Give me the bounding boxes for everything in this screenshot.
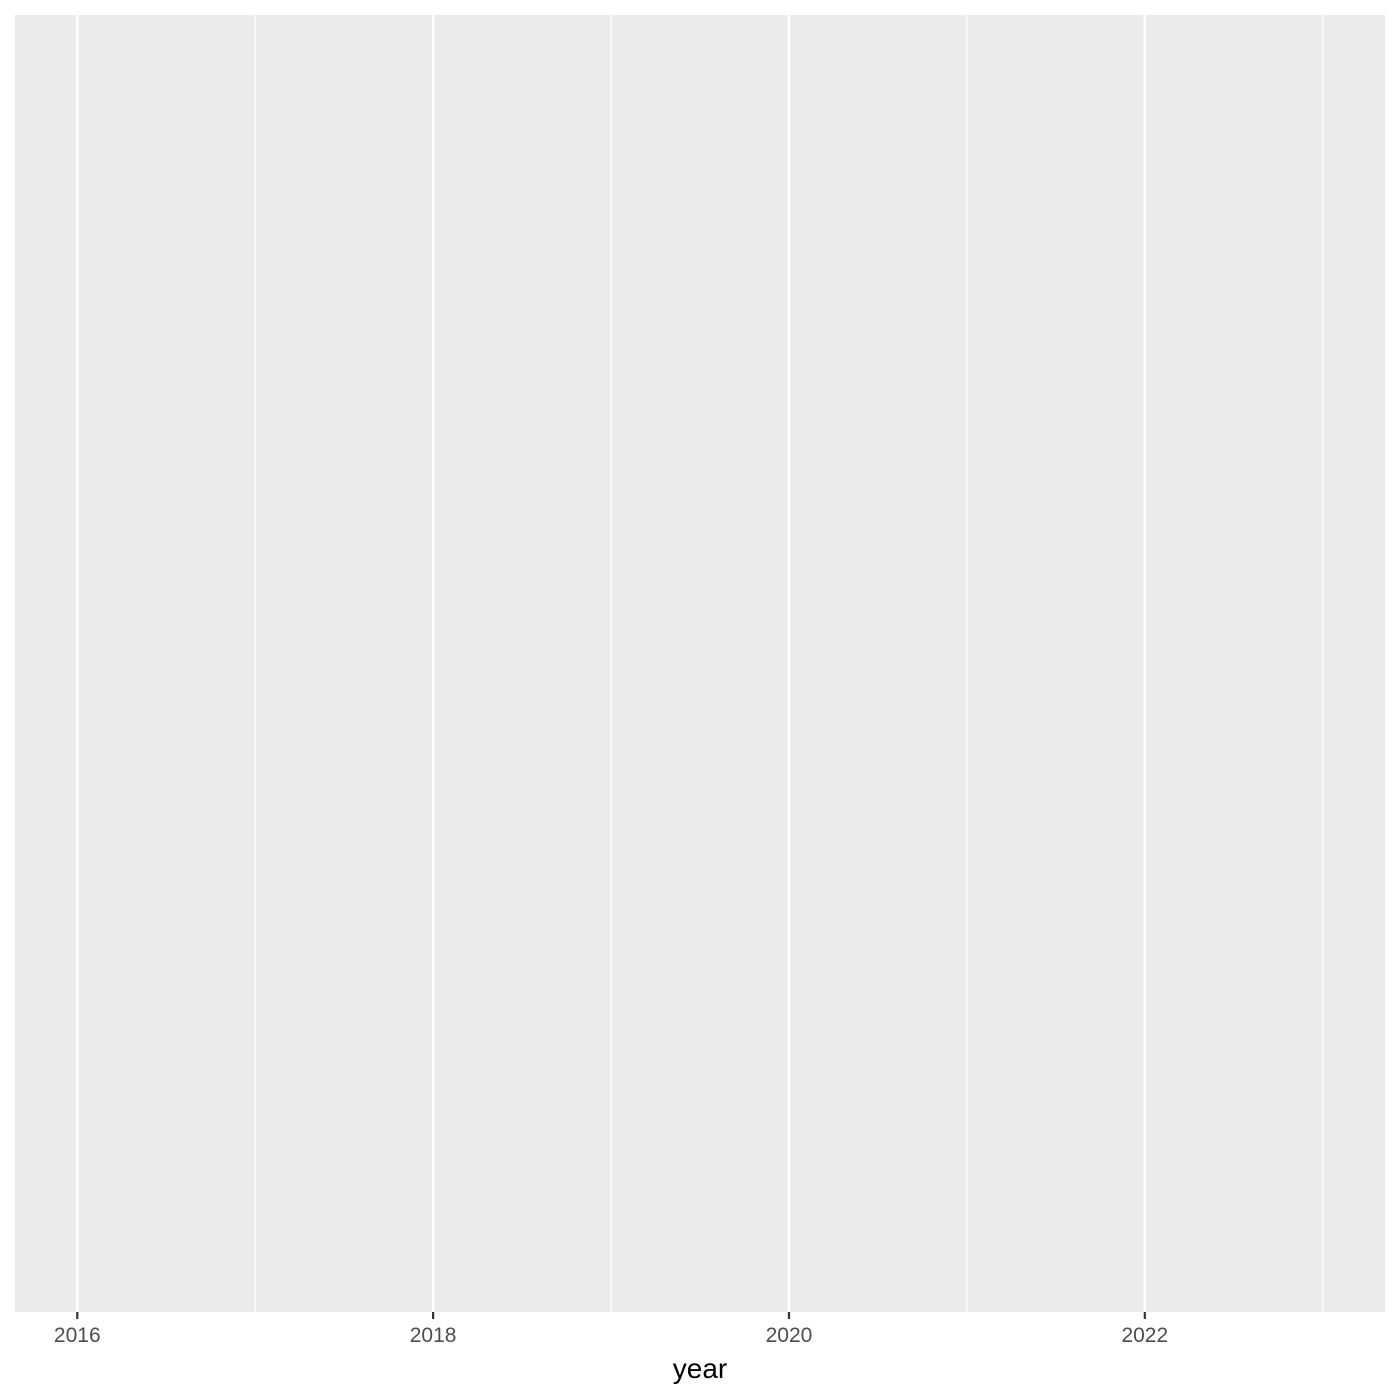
x-axis-tick-labels: 2016 2018 2020 2022 xyxy=(54,1324,1168,1347)
x-axis-ticks xyxy=(76,1312,1146,1319)
major-gridlines xyxy=(76,15,1147,1312)
x-tick-label: 2020 xyxy=(766,1324,813,1347)
x-axis-title: year xyxy=(673,1353,727,1384)
plot-panel xyxy=(15,15,1385,1312)
minor-gridlines xyxy=(254,15,1324,1312)
x-tick-label: 2016 xyxy=(54,1324,101,1347)
x-tick-label: 2018 xyxy=(410,1324,457,1347)
x-tick-label: 2022 xyxy=(1121,1324,1168,1347)
